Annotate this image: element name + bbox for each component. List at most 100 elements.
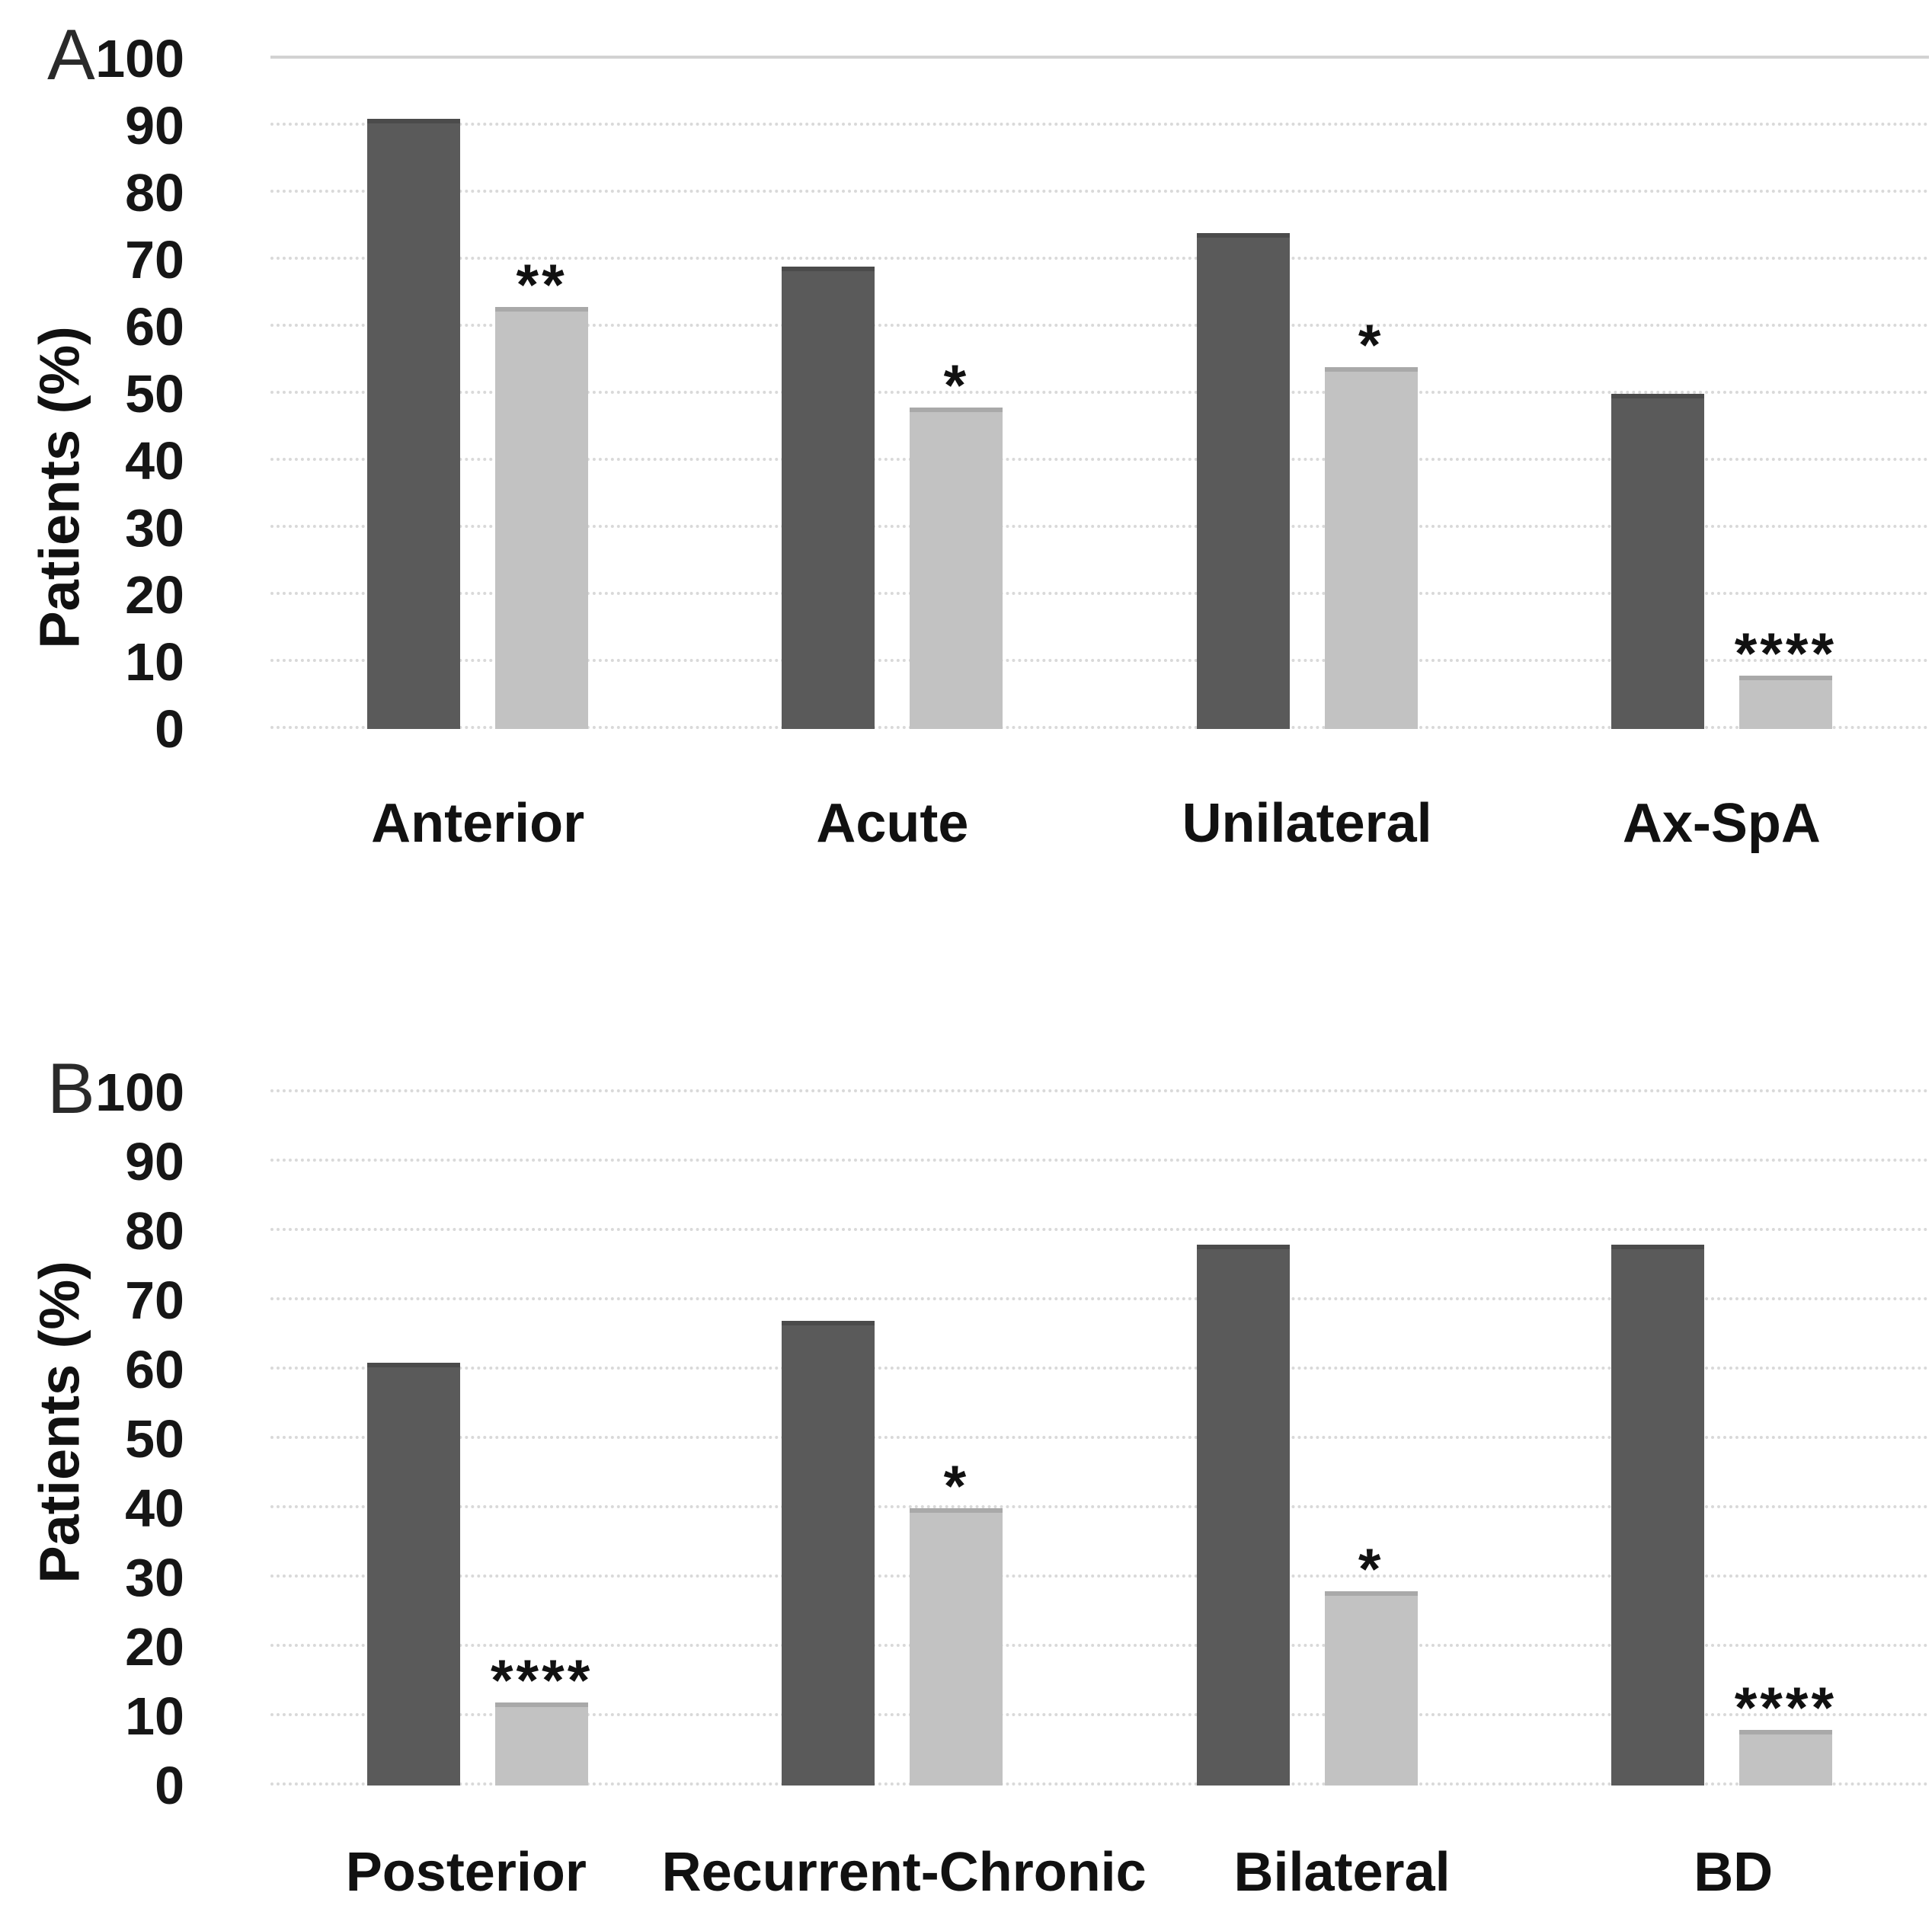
bar-group-recurrent-chronic: * (685, 1092, 1099, 1786)
y-tick-20: 20 (125, 1617, 184, 1677)
y-tick-80: 80 (125, 163, 184, 222)
bar-dark-gray-unilateral (1196, 232, 1290, 729)
panel-b-letter: B (47, 1048, 95, 1128)
significance-marker: **** (490, 1648, 593, 1713)
gridline-30 (270, 1575, 1929, 1578)
gridline-40 (270, 1505, 1929, 1508)
gridline-30 (270, 525, 1929, 528)
panel-a: A Patients (%) 0 10 20 30 40 50 60 70 80 90 100 **… (0, 14, 1929, 855)
category-label-bilateral: Bilateral (1233, 1842, 1451, 1903)
significance-marker: * (943, 1454, 970, 1519)
category-label-anterior: Anterior (371, 793, 585, 854)
significance-marker: * (1358, 312, 1384, 378)
category-label-recurrent-chronic: Recurrent-Chronic (661, 1842, 1147, 1903)
bar-with-marker: * (1324, 1541, 1418, 1786)
gridline-80 (270, 1228, 1929, 1231)
bar-group-posterior: **** (270, 1092, 685, 1786)
y-tick-50: 50 (125, 1409, 184, 1469)
bar-dark-gray-bilateral (1196, 1245, 1290, 1786)
significance-marker: **** (1734, 1676, 1838, 1741)
y-tick-100: 100 (95, 1063, 184, 1122)
bar-with-marker: **** (1735, 625, 1834, 729)
y-tick-60: 60 (125, 297, 184, 356)
y-tick-0: 0 (155, 1756, 184, 1815)
x-axis-labels: Anterior Acute Unilateral Ax-SpA (270, 792, 1929, 855)
gridline-0 (270, 726, 1929, 729)
y-tick-50: 50 (125, 364, 184, 424)
bar-dark-gray-ax-spa (1611, 394, 1704, 729)
gridline-50 (270, 391, 1929, 394)
y-tick-20: 20 (125, 565, 184, 625)
x-axis-labels: Posterior Recurrent-Chronic Bilateral BD (270, 1841, 1929, 1904)
category-label-posterior: Posterior (345, 1842, 587, 1903)
plot-area: ** * * **** (270, 56, 1929, 729)
gridline-70 (270, 257, 1929, 260)
gridline-60 (270, 1367, 1929, 1370)
significance-marker: **** (1734, 621, 1838, 686)
significance-marker: ** (516, 252, 568, 318)
y-tick-100: 100 (95, 29, 184, 88)
bar-with-marker: * (910, 1458, 1003, 1786)
category-label-ax-spa: Ax-SpA (1622, 793, 1821, 854)
bar-pair: * (1196, 232, 1418, 729)
bar-with-marker: **** (1735, 1680, 1834, 1786)
gridline-100 (270, 1089, 1929, 1092)
gridline-90 (270, 123, 1929, 126)
bar-group-bilateral: * (1100, 1092, 1515, 1786)
bar-dark-gray-anterior (367, 119, 461, 729)
y-tick-0: 0 (155, 699, 184, 759)
bar-light-gray-recurrent-chronic (910, 1508, 1003, 1786)
y-axis-ticks: 0 10 20 30 40 50 60 70 80 90 100 (0, 1065, 190, 1813)
bar-group-ax-spa: **** (1515, 59, 1929, 729)
plot-area: **** * * **** (270, 1089, 1929, 1786)
gridline-10 (270, 659, 1929, 662)
y-tick-90: 90 (125, 1132, 184, 1191)
bar-groups: **** * * **** (270, 1092, 1929, 1786)
gridline-0 (270, 1782, 1929, 1786)
bar-group-unilateral: * (1100, 59, 1515, 729)
y-tick-70: 70 (125, 1271, 184, 1330)
bar-light-gray-anterior (495, 306, 589, 729)
bar-pair: **** (367, 1362, 590, 1786)
bar-pair: * (782, 266, 1003, 729)
y-tick-10: 10 (125, 1686, 184, 1746)
gridline-20 (270, 1644, 1929, 1647)
category-label-acute: Acute (816, 793, 969, 854)
y-tick-30: 30 (125, 498, 184, 558)
significance-marker: * (943, 353, 970, 418)
y-tick-40: 40 (125, 1479, 184, 1538)
y-tick-70: 70 (125, 230, 184, 289)
bar-with-marker: * (1324, 316, 1418, 729)
y-tick-10: 10 (125, 632, 184, 692)
bar-pair: * (1196, 1245, 1418, 1786)
significance-marker: * (1358, 1537, 1384, 1603)
bar-group-anterior: ** (270, 59, 685, 729)
bar-with-marker: ** (495, 256, 589, 729)
category-label-bd: BD (1694, 1842, 1774, 1903)
bar-group-acute: * (685, 59, 1099, 729)
bar-dark-gray-bd (1611, 1245, 1704, 1786)
panel-a-letter: A (47, 14, 95, 94)
bar-light-gray-posterior (495, 1702, 589, 1786)
y-tick-30: 30 (125, 1548, 184, 1607)
bar-pair: **** (1611, 1245, 1834, 1786)
bar-pair: **** (1611, 394, 1834, 729)
y-tick-40: 40 (125, 431, 184, 491)
bar-with-marker: **** (491, 1651, 590, 1786)
bar-light-gray-unilateral (1324, 366, 1418, 729)
gridline-60 (270, 324, 1929, 327)
bar-dark-gray-acute (782, 266, 875, 729)
bar-dark-gray-recurrent-chronic (782, 1321, 875, 1786)
y-axis-ticks: 0 10 20 30 40 50 60 70 80 90 100 (0, 31, 190, 756)
y-tick-60: 60 (125, 1340, 184, 1399)
gridline-70 (270, 1297, 1929, 1300)
bar-group-bd: **** (1515, 1092, 1929, 1786)
bar-light-gray-ax-spa (1738, 675, 1832, 729)
bar-light-gray-bilateral (1324, 1591, 1418, 1786)
gridline-20 (270, 592, 1929, 595)
y-tick-80: 80 (125, 1201, 184, 1261)
gridline-50 (270, 1436, 1929, 1439)
category-label-unilateral: Unilateral (1182, 793, 1432, 854)
gridline-100 (270, 56, 1929, 59)
